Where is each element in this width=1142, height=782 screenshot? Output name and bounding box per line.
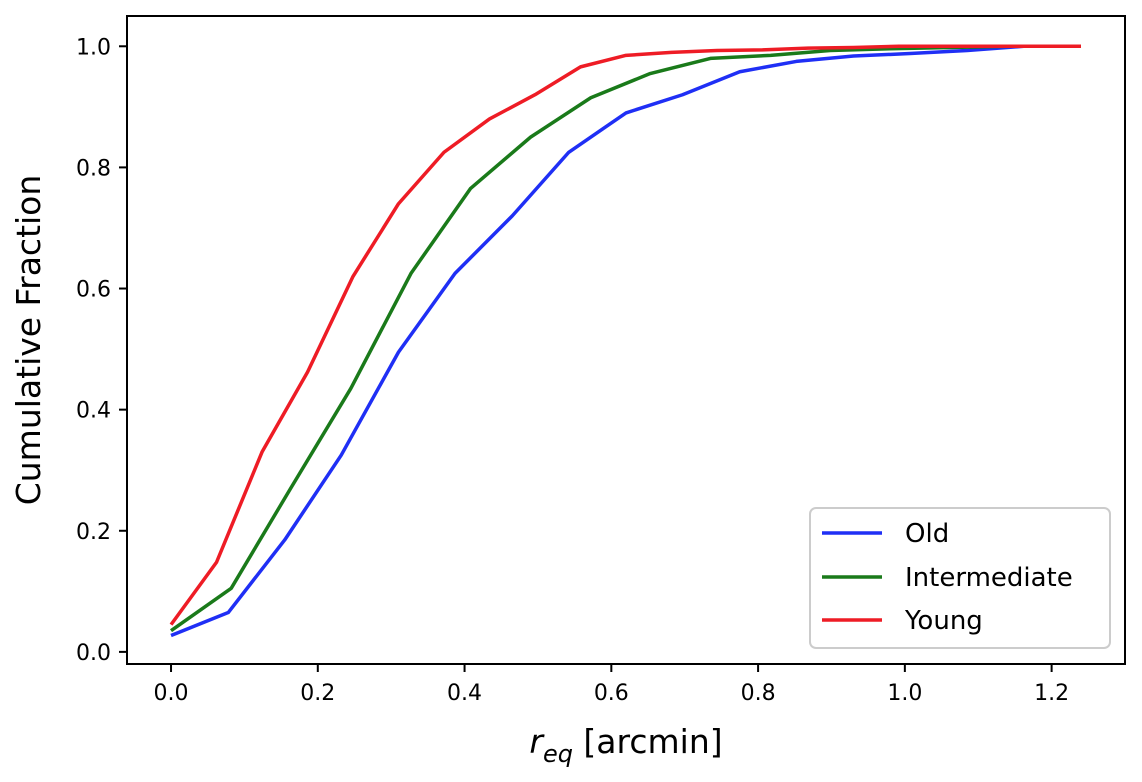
- legend-box: [809, 507, 1111, 649]
- x-axis-label: req [arcmin]: [529, 722, 722, 768]
- y-tick-label: 0.2: [76, 520, 111, 545]
- plot-frame: [126, 15, 1126, 665]
- x-tick-label: 0.8: [741, 681, 776, 706]
- x-tick-label: 0.2: [300, 681, 335, 706]
- x-axis-label-symbol: r: [529, 722, 545, 761]
- legend-label-intermediate: Intermediate: [905, 563, 1073, 593]
- y-tick-label: 1.0: [76, 35, 111, 60]
- series-layer: [169, 44, 1081, 638]
- x-tick-label: 1.2: [1034, 681, 1069, 706]
- legend-label-old: Old: [905, 519, 949, 549]
- y-tick-label: 0.0: [76, 641, 111, 666]
- series-line-young: [169, 44, 1081, 626]
- y-tick-label: 0.6: [76, 278, 111, 303]
- x-axis-ticks: 0.0 0.2 0.4 0.6 0.8 1.0 1.2: [154, 664, 1069, 706]
- x-tick-label: 1.0: [887, 681, 922, 706]
- series-line-intermediate: [170, 44, 1081, 633]
- series-line-old: [170, 44, 1081, 638]
- x-tick-label: 0.6: [594, 681, 629, 706]
- y-tick-label: 0.4: [76, 399, 111, 424]
- x-axis-label-unit: [arcmin]: [573, 722, 723, 761]
- x-tick-label: 0.0: [154, 681, 189, 706]
- legend: Old Intermediate Young: [809, 507, 1111, 649]
- x-tick-label: 0.4: [447, 681, 482, 706]
- x-axis-label-subscript: eq: [543, 740, 573, 768]
- y-tick-label: 0.8: [76, 156, 111, 181]
- legend-label-young: Young: [904, 606, 983, 636]
- y-axis-ticks: 0.0 0.2 0.4 0.6 0.8 1.0: [76, 35, 127, 666]
- y-axis-label: Cumulative Fraction: [9, 175, 48, 506]
